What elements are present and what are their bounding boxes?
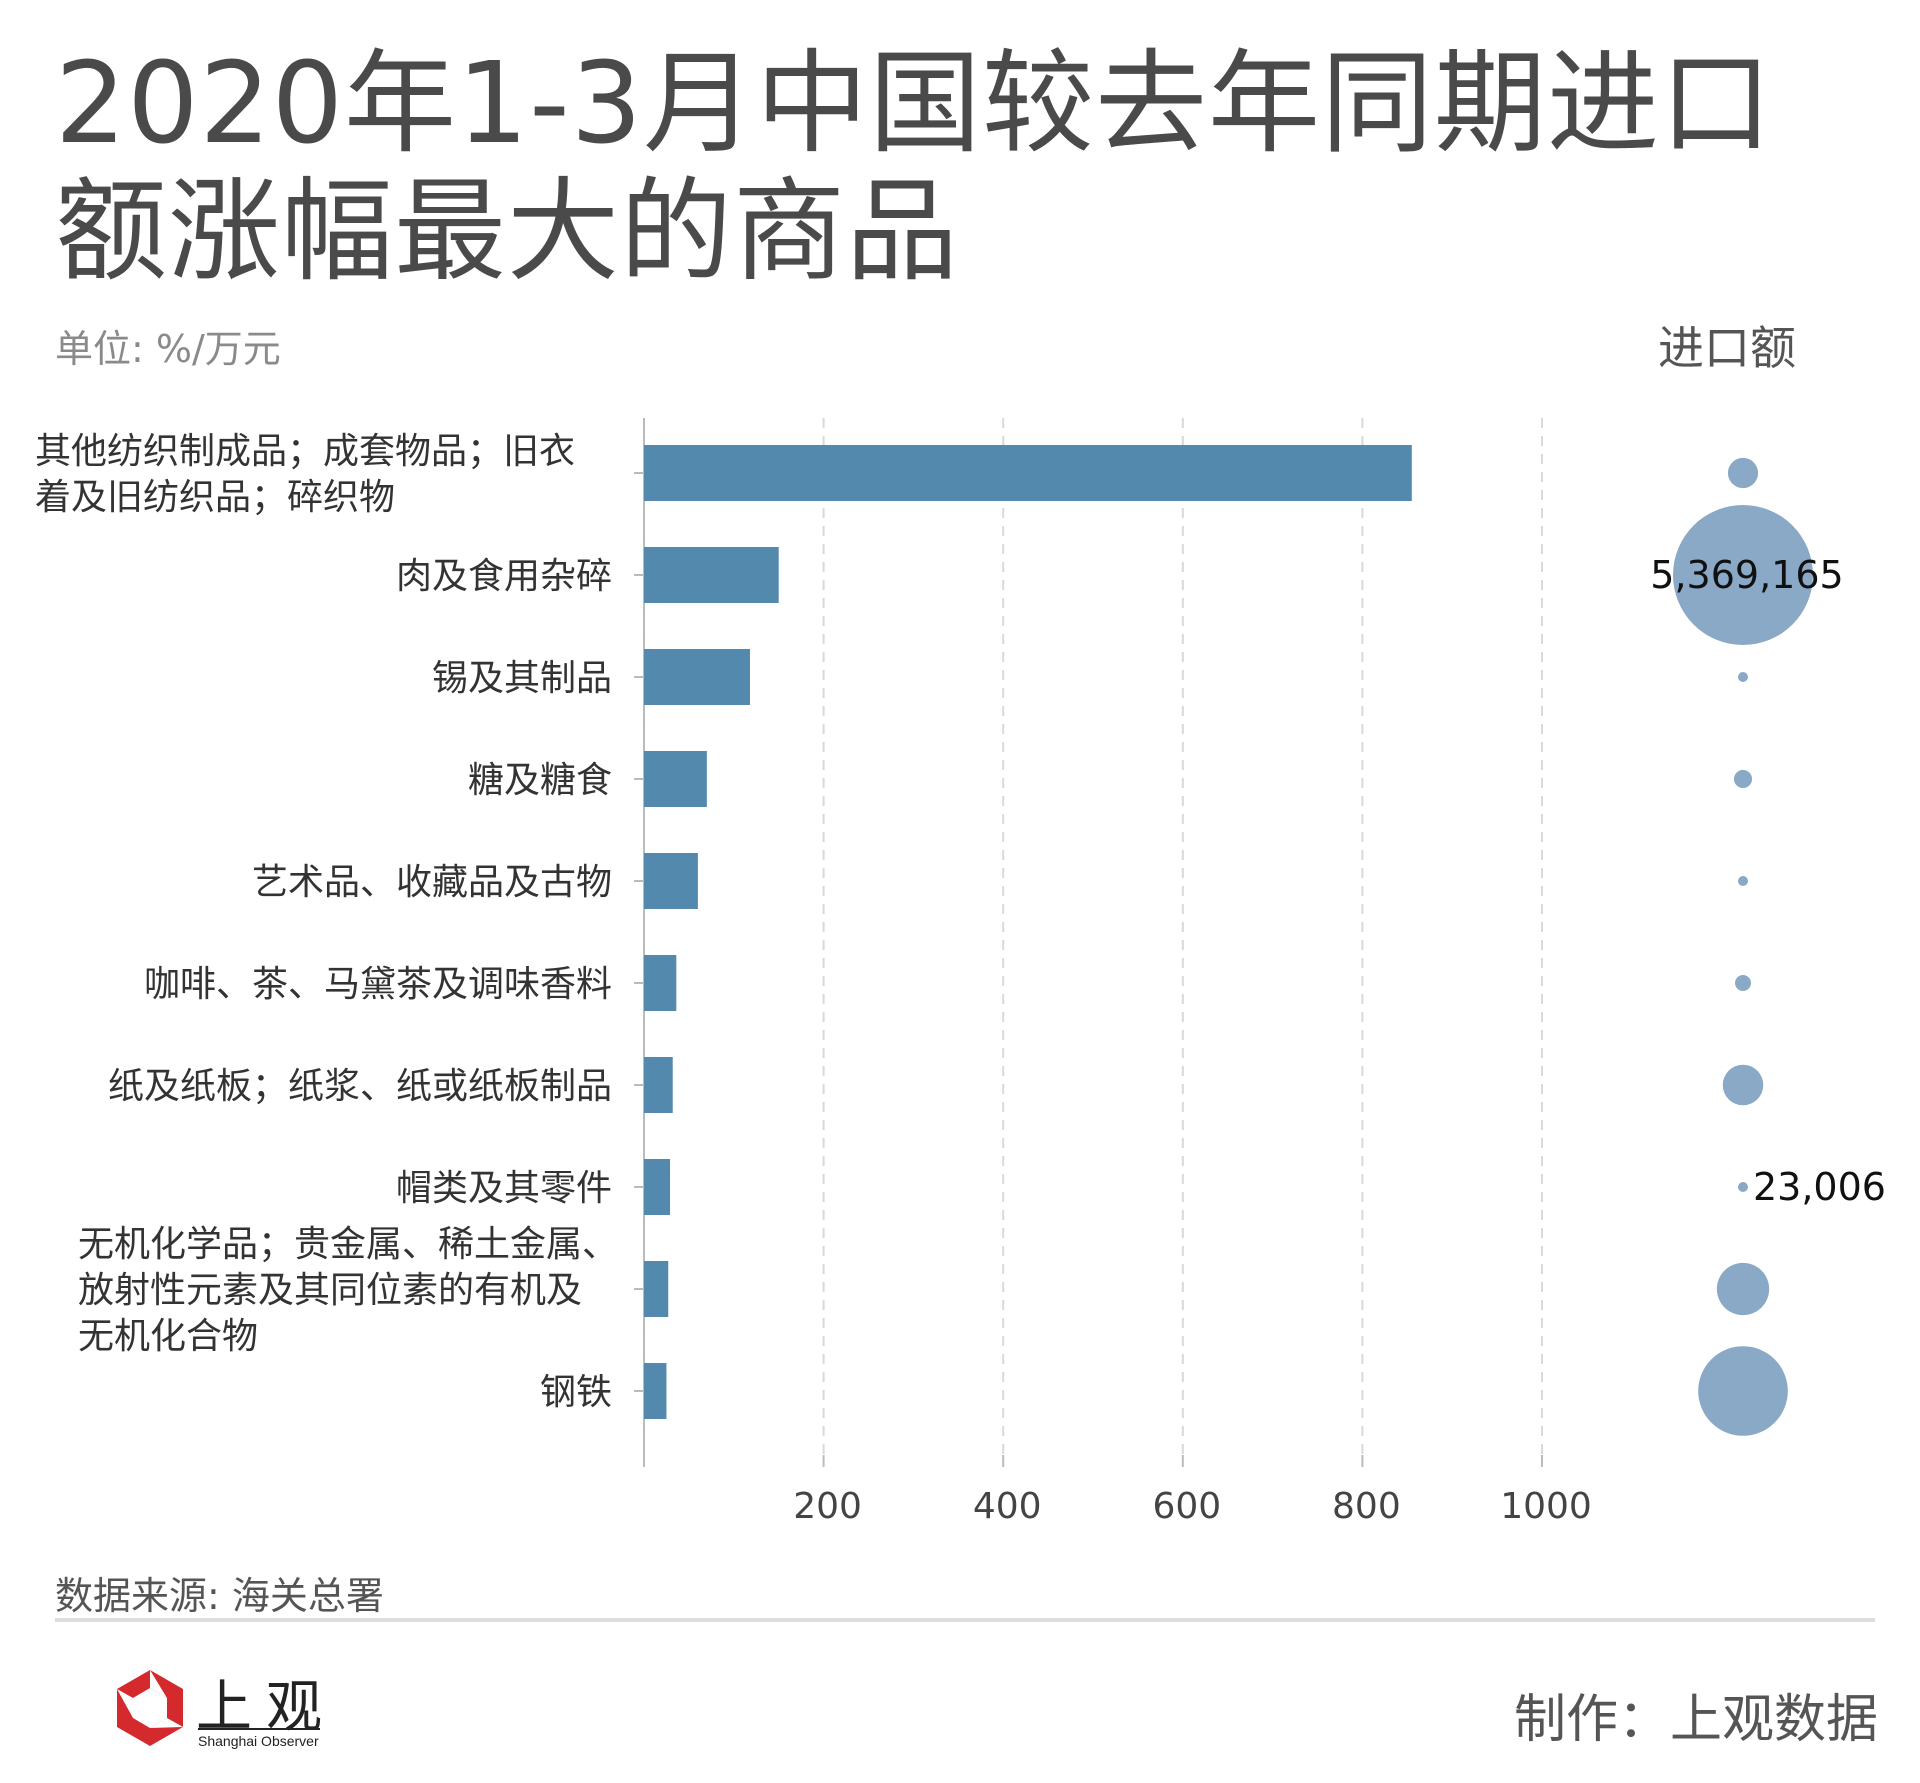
category-label-line: 纸及纸板；纸浆、纸或纸板制品 [108,1066,612,1107]
category-label: 纸及纸板；纸浆、纸或纸板制品 [108,1066,612,1107]
bar [644,751,707,807]
bar [644,1057,673,1113]
category-label-line: 放射性元素及其同位素的有机及 [78,1270,582,1311]
category-label-line: 帽类及其零件 [396,1168,612,1209]
category-label-line: 着及旧纺织品；碎织物 [35,477,395,518]
category-label: 锡及其制品 [432,658,612,699]
category-label: 无机化学品；贵金属、稀土金属、放射性元素及其同位素的有机及无机化合物 [78,1224,618,1357]
x-tick-label: 800 [1332,1486,1401,1527]
logo-underline [198,1728,320,1730]
bar [644,1261,669,1317]
category-label-line: 艺术品、收藏品及古物 [252,862,612,903]
category-label: 糖及糖食 [468,760,612,801]
category-label-line: 钢铁 [540,1372,612,1413]
bar [644,1159,671,1215]
bubble [1722,1064,1764,1106]
bubble [1738,672,1748,682]
shanghai-observer-logo: 上观 Shanghai Observer [110,1668,390,1758]
bar [644,1363,667,1419]
category-label-line: 肉及食用杂碎 [396,556,612,597]
data-source: 数据来源: 海关总署 [55,1574,384,1618]
category-label-line: 无机化学品；贵金属、稀土金属、 [78,1224,618,1265]
logo-text-cn: 上观 [196,1675,336,1740]
category-label: 咖啡、茶、马黛茶及调味香料 [144,964,612,1005]
bar [644,649,750,705]
bubble [1673,505,1813,645]
category-label-line: 咖啡、茶、马黛茶及调味香料 [144,964,612,1005]
category-label: 帽类及其零件 [396,1168,612,1209]
logo-icon [117,1670,183,1746]
bubble [1733,769,1753,789]
bar [644,955,677,1011]
x-tick-label: 1000 [1500,1486,1592,1527]
bubble-value-label: 23,006 [1753,1165,1886,1209]
logo-text-en: Shanghai Observer [198,1733,319,1749]
category-label-line: 锡及其制品 [432,658,612,699]
bar [644,547,779,603]
chart-title: 2020年1-3月中国较去年同期进口额涨幅最大的商品 [55,39,1773,297]
category-label-line: 无机化合物 [78,1316,258,1357]
bubble-value-label: 5,369,165 [1650,553,1843,597]
bubble [1738,876,1748,886]
bubble-column-title: 进口额 [1658,321,1796,375]
x-tick-label: 600 [1152,1486,1221,1527]
category-label: 其他纺织制成品；成套物品；旧衣着及旧纺织品；碎织物 [35,431,575,518]
bubble [1735,975,1751,991]
category-label: 钢铁 [540,1372,612,1413]
bar-bubble-chart: 200 400 600 800 1000 其他纺织制成品；成套物品；旧衣着及旧纺织品；碎织… [35,418,1886,1527]
footer-divider [55,1618,1875,1622]
credit: 制作：上观数据 [1513,1690,1878,1750]
category-label: 肉及食用杂碎 [396,556,612,597]
unit-label: 单位: %/万元 [55,327,281,371]
bubble [1716,1262,1770,1316]
x-tick-label: 200 [793,1486,862,1527]
category-label: 艺术品、收藏品及古物 [252,862,612,903]
category-label-line: 糖及糖食 [468,760,612,801]
bubble [1727,457,1759,489]
bubble [1698,1346,1788,1436]
bar [644,445,1412,501]
bar [644,853,698,909]
category-label-line: 其他纺织制成品；成套物品；旧衣 [35,431,575,472]
x-tick-label: 400 [973,1486,1042,1527]
bubble [1738,1182,1748,1192]
